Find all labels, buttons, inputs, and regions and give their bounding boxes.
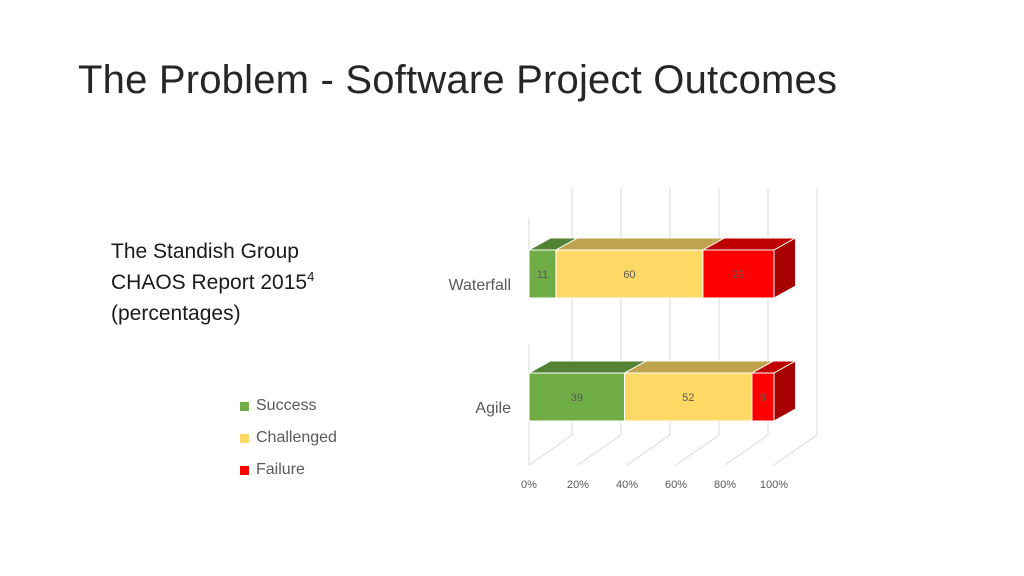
category-label: Agile [475, 400, 511, 417]
bar-top-face [622, 360, 776, 374]
x-tick-label: 0% [521, 479, 537, 491]
x-tick-label: 80% [714, 479, 736, 491]
data-label: 11 [537, 269, 548, 281]
x-tick-label: 20% [567, 479, 589, 491]
bar-top-face [554, 237, 727, 251]
source-line-1: The Standish Group [111, 240, 299, 263]
slide-title: The Problem - Software Project Outcomes [78, 58, 838, 102]
data-label: 39 [571, 392, 583, 404]
gridline-floor [724, 434, 769, 466]
legend-label-challenged: Challenged [256, 429, 337, 446]
legend-label-success: Success [256, 397, 317, 414]
gridline-floor [577, 434, 622, 466]
legend-swatch-failure [240, 465, 249, 475]
gridline-floor [773, 434, 818, 466]
data-label: 60 [623, 269, 635, 281]
legend-item-success: Success [240, 390, 337, 422]
legend-item-challenged: Challenged [240, 422, 337, 454]
gridline-floor [675, 434, 720, 466]
category-label: Waterfall [448, 277, 511, 294]
bar-side-face [773, 237, 797, 299]
bar-segment [555, 249, 704, 299]
source-footnote: 4 [307, 269, 315, 284]
source-report-name: CHAOS Report 2015 [111, 271, 308, 294]
bar-segment [702, 249, 775, 299]
bar-segment [528, 249, 557, 299]
source-line-3: (percentages) [111, 302, 241, 325]
gridline-floor [528, 434, 573, 466]
source-caption: The Standish Group CHAOS Report 20154 (p… [111, 236, 314, 329]
x-tick-label: 60% [665, 479, 687, 491]
legend-swatch-success [240, 401, 249, 411]
data-label: 29 [732, 269, 744, 281]
legend-swatch-challenged [240, 433, 249, 443]
x-tick-label: 100% [760, 479, 788, 491]
bar-segment [624, 372, 753, 422]
legend-item-failure: Failure [240, 454, 337, 486]
gridline-floor [626, 434, 671, 466]
legend-label-failure: Failure [256, 461, 305, 478]
source-line-2: CHAOS Report 20154 [111, 267, 314, 298]
bar-side-face [773, 360, 797, 422]
bar-segment [528, 372, 626, 422]
chart-legend: Success Challenged Failure [240, 390, 337, 486]
x-tick-label: 40% [616, 479, 638, 491]
data-label: 9 [760, 392, 766, 404]
data-label: 52 [682, 392, 694, 404]
